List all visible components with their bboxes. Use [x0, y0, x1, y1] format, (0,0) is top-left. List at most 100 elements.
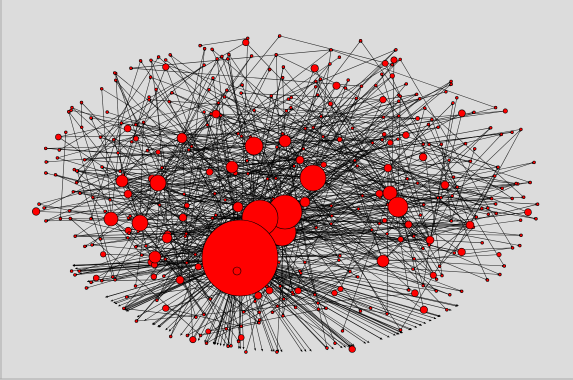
node [358, 309, 363, 313]
node [332, 81, 341, 90]
node [449, 82, 453, 87]
node [486, 212, 490, 217]
node [329, 222, 333, 226]
edge [109, 199, 211, 300]
node [425, 235, 435, 245]
node [91, 195, 95, 200]
node [348, 269, 352, 274]
node [377, 221, 382, 226]
node [314, 79, 318, 84]
node [257, 318, 262, 322]
edge [215, 159, 301, 216]
edge [75, 235, 128, 239]
edge [281, 77, 286, 142]
edge [182, 102, 219, 218]
node [127, 231, 131, 235]
node [327, 101, 333, 107]
node [278, 34, 282, 38]
node [103, 211, 119, 227]
edge [241, 92, 384, 100]
node [398, 328, 403, 332]
node [465, 220, 475, 230]
node [241, 310, 246, 314]
node [514, 181, 518, 186]
edge [239, 183, 518, 259]
node [382, 185, 398, 201]
node [415, 181, 420, 185]
node [175, 275, 185, 285]
node [419, 305, 428, 314]
node [535, 202, 540, 206]
node [119, 121, 124, 125]
edge [121, 132, 513, 182]
node [225, 160, 239, 174]
node [205, 168, 214, 176]
edge [115, 73, 123, 182]
node [270, 310, 275, 314]
node [210, 216, 215, 220]
node [518, 243, 522, 248]
node [521, 195, 526, 199]
edge [139, 222, 205, 315]
node [299, 271, 303, 275]
node [83, 244, 87, 249]
node [519, 127, 523, 132]
node [55, 133, 62, 141]
edge [330, 49, 496, 108]
node [498, 272, 502, 277]
node [397, 114, 401, 118]
node [321, 134, 325, 139]
edge [407, 177, 446, 186]
node [168, 53, 172, 57]
edge [444, 184, 488, 281]
node [275, 145, 279, 149]
node [226, 344, 230, 348]
node [436, 125, 440, 129]
node [390, 62, 394, 67]
edge [281, 143, 466, 233]
node [418, 213, 423, 217]
node [150, 273, 158, 280]
node [368, 306, 373, 310]
node [338, 254, 342, 258]
node [92, 274, 100, 282]
edge [390, 59, 395, 198]
node [340, 329, 345, 333]
node [325, 346, 329, 350]
node [265, 286, 274, 295]
node [346, 78, 350, 82]
node [123, 189, 133, 199]
node [194, 315, 198, 319]
node [389, 73, 395, 79]
edge [387, 102, 454, 169]
edge [225, 178, 268, 201]
node [485, 278, 490, 282]
node [499, 132, 504, 137]
edge [187, 229, 372, 336]
node [162, 63, 170, 71]
edge [150, 60, 385, 135]
node [405, 177, 409, 181]
edge [384, 133, 531, 183]
edge [110, 218, 242, 327]
edge [397, 206, 462, 253]
node [463, 141, 468, 146]
edge [150, 76, 446, 186]
node [187, 148, 191, 152]
node [314, 225, 318, 230]
edge [186, 214, 217, 263]
edge [101, 88, 384, 262]
node [253, 299, 257, 304]
node [215, 57, 219, 61]
edge [208, 89, 408, 179]
edge [135, 246, 505, 267]
node [202, 312, 206, 317]
node [494, 211, 498, 216]
node [383, 163, 393, 173]
node [184, 231, 189, 236]
node [418, 152, 428, 162]
edge [59, 42, 246, 151]
node [444, 90, 448, 94]
edge [121, 180, 205, 315]
